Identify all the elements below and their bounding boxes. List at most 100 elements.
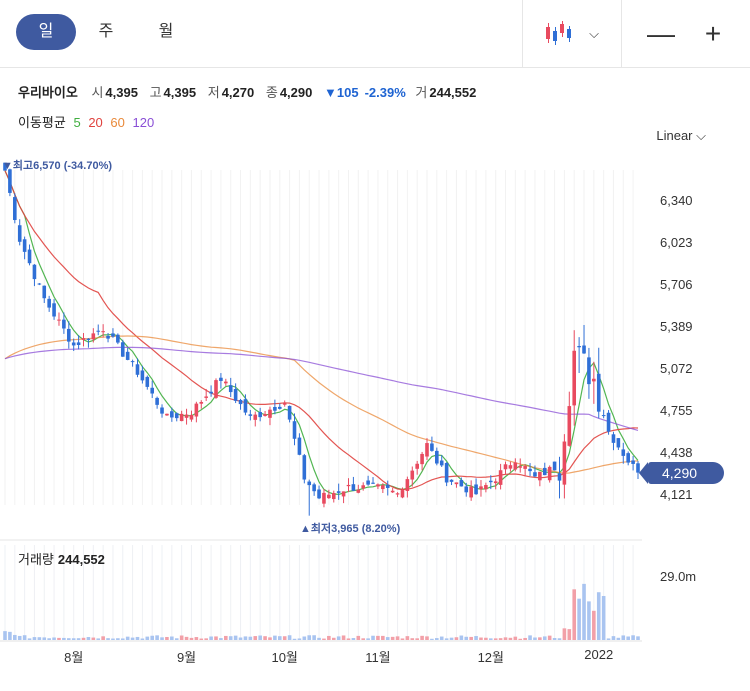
chevron-down-icon: ⌵ — [696, 128, 706, 143]
candle-body — [287, 405, 292, 420]
open-label: 시 — [91, 85, 104, 100]
candle-body — [204, 396, 208, 398]
chart-type-button[interactable]: ⌵ — [522, 0, 622, 68]
candle-body — [199, 401, 204, 404]
volume-bar — [498, 638, 503, 640]
volume-bar — [351, 638, 356, 640]
candle-body — [189, 414, 194, 420]
ma-120[interactable]: 120 — [132, 115, 155, 130]
ma-5[interactable]: 5 — [73, 115, 81, 130]
volume-bar — [17, 635, 22, 640]
candle-body — [322, 492, 326, 504]
candle-body — [66, 328, 71, 342]
ma-20[interactable]: 20 — [88, 115, 103, 130]
candle-body — [331, 493, 336, 500]
volume-bar — [106, 638, 110, 640]
price-tick-label: 4,438 — [660, 445, 693, 460]
chart-toolbar: 일 주 월 ⌵ — + — [0, 0, 750, 68]
high-value: 4,395 — [163, 85, 197, 100]
candle-body — [120, 342, 125, 357]
candle-body — [454, 482, 459, 485]
tab-monthly[interactable]: 월 — [158, 23, 174, 40]
volume-bar — [57, 637, 61, 640]
candle-body — [484, 485, 488, 490]
candle-body — [140, 370, 145, 381]
low-value: 4,270 — [221, 85, 255, 100]
time-tick-label: 11월 — [365, 650, 391, 665]
volume-bar — [184, 636, 189, 640]
volume-bar — [405, 636, 410, 640]
tab-daily[interactable]: 일 — [16, 14, 76, 50]
volume-bar — [327, 635, 331, 640]
current-price-tag: 4,290 — [639, 462, 724, 484]
moving-average-legend: 이동평균 5 20 60 120 — [18, 112, 158, 131]
ma-60[interactable]: 60 — [110, 115, 125, 130]
volume-bar — [444, 638, 449, 640]
candle-body — [459, 480, 464, 487]
volume-bar — [469, 636, 473, 640]
change-value: ▼105 — [324, 85, 359, 100]
candle-body — [341, 491, 346, 497]
candle-body — [351, 484, 356, 491]
candle-body — [37, 283, 42, 285]
price-tick-label: 6,340 — [660, 193, 693, 208]
zoom-out-button[interactable]: — — [647, 18, 675, 49]
candle-body — [179, 413, 184, 422]
volume-bar — [577, 598, 581, 640]
volume-bar — [562, 628, 567, 640]
volume-bar — [503, 637, 508, 640]
candle-body — [32, 264, 37, 280]
volume-bar — [523, 637, 527, 640]
low-label: 저 — [207, 85, 220, 100]
volume-label: 거 — [415, 85, 428, 100]
volume-bar — [71, 638, 76, 640]
volume-bar — [331, 637, 336, 640]
volume-bar — [439, 636, 444, 640]
volume-bar — [479, 637, 483, 640]
candle-body — [81, 338, 86, 340]
candle-body — [542, 467, 547, 476]
volume-panel-label: 거래량 — [18, 552, 54, 567]
period-tabs: 일 주 월 — [16, 14, 196, 50]
volume-bar — [160, 637, 164, 640]
candle-body — [518, 466, 523, 468]
volume-bar — [224, 635, 228, 640]
volume-bar — [248, 636, 253, 640]
volume-bar — [312, 635, 316, 640]
candle-body — [596, 373, 601, 412]
moving-average-lines — [4, 170, 639, 496]
candle-body — [533, 472, 537, 477]
candle-body — [346, 484, 351, 487]
scale-selector[interactable]: Linear ⌵ — [656, 128, 706, 144]
candle-body — [567, 406, 572, 446]
volume-bar — [376, 635, 380, 640]
zoom-in-button[interactable]: + — [704, 18, 722, 49]
candle-body — [587, 357, 591, 385]
candle-body — [238, 399, 243, 405]
volume-bar — [47, 638, 51, 640]
volume-bar — [425, 636, 429, 640]
close-value: 4,290 — [279, 85, 313, 100]
candle-body — [130, 361, 135, 363]
tab-weekly[interactable]: 주 — [98, 23, 114, 40]
candle-body — [125, 351, 130, 360]
candle-body — [435, 450, 439, 464]
candle-body — [307, 481, 312, 486]
volume-bar — [621, 635, 626, 640]
candle-body — [621, 449, 626, 456]
volume-bar — [356, 635, 361, 640]
volume-bar — [626, 636, 630, 640]
open-value: 4,395 — [105, 85, 138, 100]
volume-bar — [464, 636, 469, 640]
volume-bar — [282, 636, 287, 640]
candle-body — [268, 409, 272, 418]
volume-bar — [547, 635, 552, 640]
price-tick-label: 4,121 — [660, 487, 693, 502]
volume-bar — [567, 629, 572, 640]
candle-body — [22, 239, 27, 252]
volume-bar — [170, 636, 174, 640]
candle-body — [493, 481, 498, 484]
candle-body — [538, 471, 542, 481]
volume-bar — [307, 635, 312, 640]
